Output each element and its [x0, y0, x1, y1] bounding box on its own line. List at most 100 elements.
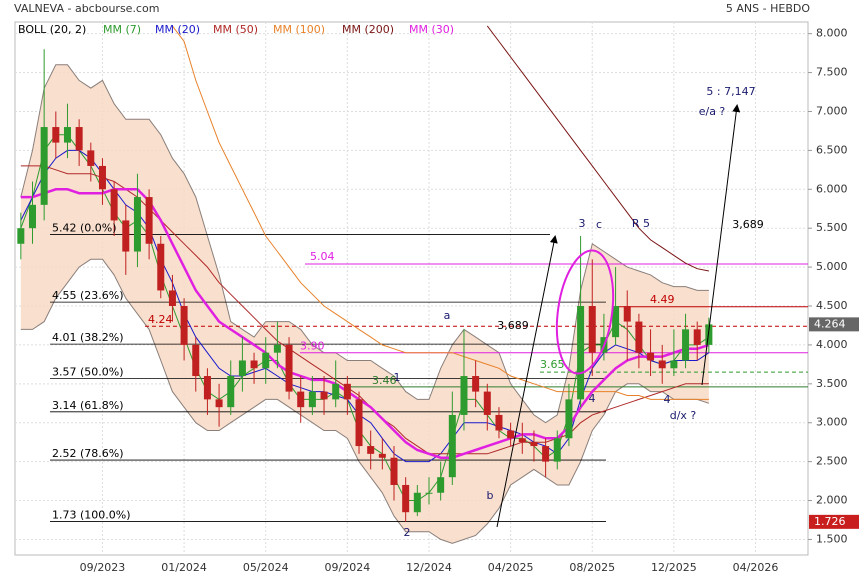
legend-entry: MM (30) — [409, 23, 454, 36]
candle-body — [192, 344, 200, 377]
candle-body — [425, 492, 433, 494]
bollinger-line — [20, 258, 710, 544]
candle-body — [472, 376, 480, 392]
x-tick-label: 12/2025 — [651, 561, 697, 574]
bollinger-band — [20, 64, 709, 544]
y-tick-label: 4.000 — [816, 338, 848, 351]
moving-average — [20, 188, 710, 459]
candle-body — [122, 220, 130, 252]
fib-label: 4.55 (23.6%) — [52, 289, 124, 302]
legend-entry: MM (100) — [273, 23, 325, 36]
candle-body — [227, 376, 235, 408]
candle-body — [145, 197, 153, 244]
price-tag — [809, 317, 859, 332]
candle-body — [623, 306, 631, 322]
x-tick-label: 05/2024 — [243, 561, 289, 574]
candle-body — [28, 204, 36, 229]
x-tick-label: 09/2023 — [80, 561, 126, 574]
y-tick-label: 3.000 — [816, 416, 848, 429]
legend-entry: MM (50) — [213, 23, 258, 36]
fib-label: 5.42 (0.0%) — [52, 221, 117, 234]
x-tick-label: 09/2024 — [325, 561, 371, 574]
chart-title: VALNEVA - abcbourse.com — [14, 2, 159, 15]
annotation: a — [444, 309, 451, 322]
level-label: 3.65 — [540, 358, 565, 371]
legend-entry: MM (200) — [342, 23, 394, 36]
candle-body — [133, 197, 141, 252]
plot-layer — [15, 22, 808, 555]
candle-body — [530, 442, 538, 447]
y-tick-label: 1.500 — [816, 532, 848, 545]
candle-body — [705, 324, 713, 345]
candle-body — [110, 189, 118, 221]
candle-body — [670, 360, 678, 369]
legend-entry: MM (20) — [155, 23, 200, 36]
candle-body — [180, 306, 188, 345]
annotation: 1 — [394, 371, 401, 384]
fib-label: 1.73 (100.0%) — [52, 509, 131, 522]
x-tick-label: 12/2024 — [406, 561, 452, 574]
level-label: 3.90 — [300, 340, 325, 353]
candle-body — [588, 306, 596, 353]
price-tag-label: 1.726 — [814, 515, 846, 528]
candle-body — [262, 352, 270, 369]
candle-body — [63, 127, 71, 143]
candle-body — [40, 127, 48, 205]
level-label: 3.46 — [372, 374, 397, 387]
candle-body — [250, 360, 258, 369]
candle-body — [658, 360, 666, 369]
candle-body — [378, 453, 386, 458]
highlight-ellipse — [555, 249, 615, 375]
candle-body — [390, 457, 398, 485]
candle-body — [157, 243, 165, 291]
y-tick-label: 6.500 — [816, 143, 848, 156]
candle-body — [355, 399, 363, 447]
y-tick-label: 7.000 — [816, 104, 848, 117]
annotation: c — [596, 218, 602, 231]
candle-body — [87, 150, 95, 166]
candle-body — [483, 391, 491, 415]
x-tick-label: 01/2024 — [161, 561, 207, 574]
y-tick-label: 6.000 — [816, 182, 848, 195]
y-tick-label: 5.500 — [816, 221, 848, 234]
candle-body — [682, 329, 690, 361]
candle-body — [542, 446, 550, 462]
candle-body — [367, 446, 375, 454]
candle-body — [285, 344, 293, 392]
candle-body — [273, 344, 281, 353]
annotation: 3,689 — [732, 218, 764, 231]
x-tick-label: 08/2025 — [569, 561, 615, 574]
candle-body — [402, 484, 410, 513]
annotation: R 5 — [632, 217, 650, 230]
bollinger-line — [20, 64, 709, 424]
price-tag — [809, 514, 859, 529]
y-tick-label: 8.000 — [816, 27, 848, 40]
arrow — [496, 235, 558, 528]
candle-body — [507, 430, 515, 439]
fib-label: 4.01 (38.2%) — [52, 331, 124, 344]
y-tick-label: 3.500 — [816, 377, 848, 390]
y-tick-label: 4.500 — [816, 299, 848, 312]
candle-body — [98, 165, 106, 190]
candle-body — [577, 306, 585, 400]
annotation: b — [487, 489, 494, 502]
candle-body — [75, 127, 83, 151]
annotation: 4 — [589, 392, 596, 405]
y-tick-label: 5.000 — [816, 260, 848, 273]
chart-subtitle: 5 ANS - HEBDO — [726, 2, 810, 15]
candle-body — [448, 414, 456, 478]
candle-body — [320, 391, 328, 400]
level-label: 4.24 — [148, 313, 173, 326]
moving-average — [486, 25, 709, 272]
annotation: 2 — [404, 526, 411, 539]
moving-average — [20, 165, 709, 455]
candle-body — [52, 127, 60, 143]
x-tick-label: 04/2025 — [488, 561, 534, 574]
y-tick-label: 2.000 — [816, 494, 848, 507]
candle-body — [215, 399, 223, 408]
candle-body — [238, 360, 246, 377]
y-tick-label: 2.500 — [816, 455, 848, 468]
